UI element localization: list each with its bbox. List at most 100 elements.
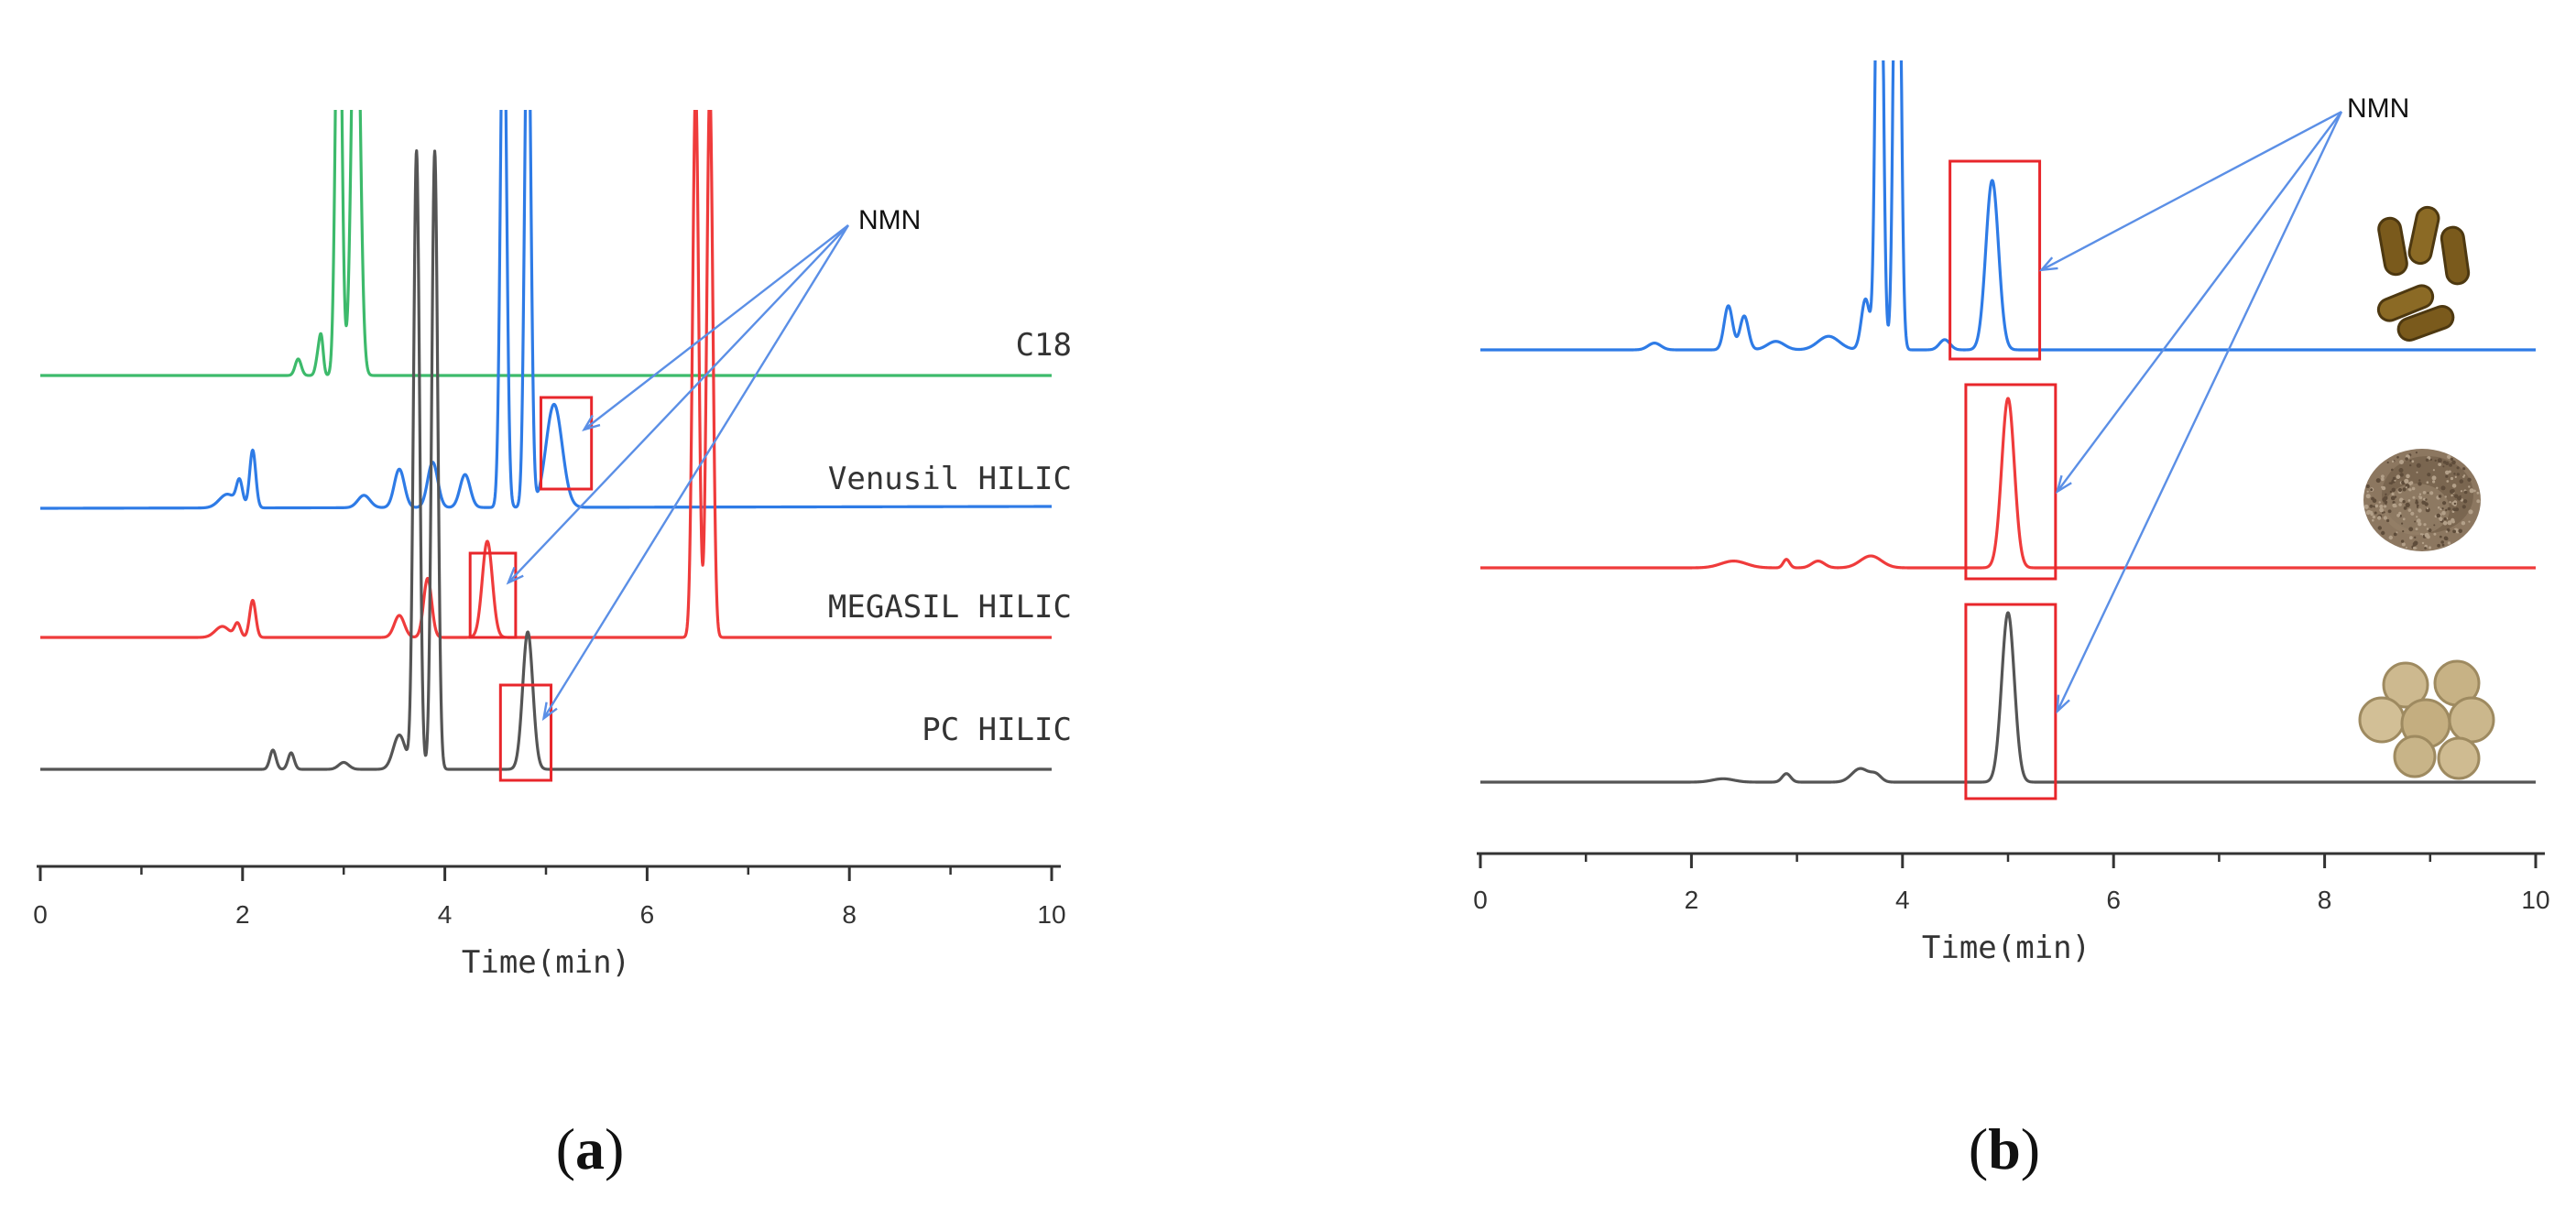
powder-grain [2411,486,2416,491]
panel-a-nmn-box-2 [539,396,594,491]
powder-grain [2418,482,2422,486]
powder-grain [2468,485,2471,488]
powder-grain [2392,476,2396,481]
panel-a-nmn-boxes [468,396,594,782]
powder-grain [2399,460,2404,464]
powder-grain [2410,511,2415,516]
powder-grain [2450,494,2453,497]
powder-grain [2449,501,2451,504]
powder-grain [2416,463,2421,468]
powder-grain [2396,474,2401,479]
powder-grain [2396,513,2401,517]
powder-grain [2446,480,2450,483]
powder-grain [2407,499,2411,502]
powder-grain [2437,458,2442,463]
powder-grain [2433,524,2436,527]
powder-grain [2438,495,2442,498]
powder-grain [2452,529,2457,534]
powder-grain [2415,528,2418,531]
powder-grain [2418,493,2422,495]
powder-grain [2451,484,2457,488]
powder-grain [2415,499,2418,502]
panel-b-x-tick-label-10: 10 [2521,886,2549,914]
powder-grain [2421,533,2424,536]
powder-grain [2401,522,2404,525]
powder-grain [2401,542,2406,547]
powder-grain [2416,504,2419,507]
panel-a-series-3-line [38,110,1053,639]
powder-grain [2367,509,2372,515]
panel-a-nmn-arrows [506,224,850,722]
powder-grain [2379,505,2384,509]
powder-grain [2418,495,2423,500]
powder-grain [2391,492,2395,496]
powder-grain [2369,504,2374,508]
panel-a-x-tick-label-0: 0 [33,900,48,929]
powder-grain [2452,507,2456,511]
powder-grain [2453,473,2456,475]
panel-a-x-tick-label-8: 8 [842,900,857,929]
powder-grain [2463,490,2468,495]
powder-grain [2425,498,2428,501]
powder-grain [2388,535,2393,540]
powder-grain [2456,466,2460,470]
powder-grain [2409,536,2413,540]
panel-b-nmn-arrow-2 [2056,111,2342,493]
panel-b-x-axis: 0 2 4 6 8 10 [1473,852,2550,914]
powder-grain [2445,470,2450,475]
powder-grain [2445,508,2448,512]
powder-grain [2381,512,2384,514]
powder-grain [2457,495,2461,501]
powder-grain [2394,505,2397,507]
powder-grain [2391,468,2394,472]
powder-grain [2440,485,2446,491]
powder-grain [2426,528,2429,530]
powder-grain [2411,460,2415,463]
panel-a-traces [38,110,1053,771]
powder-grain [2403,506,2407,510]
powder-grain [2365,484,2370,488]
powder-grain [2383,495,2388,501]
panel-b-series-1-line [1479,60,2538,352]
powder-grain [2375,478,2381,484]
powder-grain [2414,536,2417,539]
powder-grain [2402,487,2407,492]
powder-grain [2445,530,2449,533]
powder-grain [2385,493,2387,495]
panel-a-x-tick-label-4: 4 [438,900,453,929]
powder-grain [2372,515,2376,519]
powder-grain [2424,532,2429,538]
panel-a-series-2-line [38,110,1053,510]
powder-grain [2439,535,2442,539]
powder-grain [2441,507,2444,510]
powder-grain [2461,505,2466,509]
panel-b-nmn-boxes [1948,159,2058,800]
powder-grain [2384,505,2387,508]
powder-grain [2443,517,2447,521]
panel-a-nmn-label: NMN [858,205,921,235]
panel-a-x-tick-label-2: 2 [235,900,250,929]
powder-grain [2374,504,2379,508]
powder-grain [2469,488,2474,494]
powder-grain [2402,500,2406,504]
panel-a-x-axis-title: Time(min) [462,944,630,981]
panel-a-label: (a) [556,1116,625,1181]
panel-a-letter: a [575,1116,605,1181]
powder-grain [2381,485,2386,491]
powder-grain [2372,518,2374,522]
panel-b-nmn-arrow-1 [2040,110,2342,271]
powder-grain [2437,543,2441,548]
powder-grain [2428,528,2432,533]
panel-a-x-tick-label-6: 6 [640,900,655,929]
powder-grain [2385,503,2387,506]
powder-grain [2426,507,2429,510]
powder-grain [2418,508,2422,513]
powder-grain [2400,539,2405,543]
powder-grain [2408,527,2414,532]
panel-a-series-labels: C18 Venusil HILIC MEGASIL HILIC PC HILIC [828,327,1072,748]
powder-grain [2436,513,2441,518]
powder-grain [2450,476,2454,481]
panel-a-nmn-arrowhead-3 [506,567,524,585]
powder-grain [2389,490,2393,494]
panel-b-nmn-arrows [2038,110,2343,714]
